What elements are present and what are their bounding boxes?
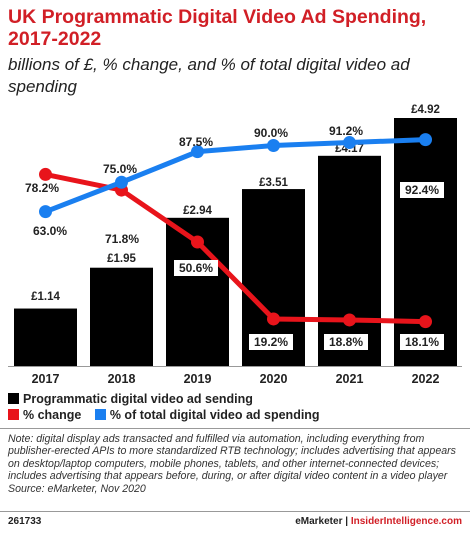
change-label-2018: 71.8% <box>105 232 139 246</box>
change-point-2019 <box>191 235 204 249</box>
bar-label-2019: £2.94 <box>183 205 212 217</box>
change-point-2021 <box>343 313 356 327</box>
share-label-2018: 75.0% <box>103 162 137 176</box>
legend-label-bars: Programmatic digital video ad sending <box>23 392 253 406</box>
share-point-2018 <box>115 175 128 189</box>
share-point-2017 <box>39 205 52 219</box>
share-point-2019 <box>191 145 204 159</box>
share-label-2017: 63.0% <box>33 224 67 238</box>
share-point-2021 <box>343 136 356 150</box>
legend-row-2: % change % of total digital video ad spe… <box>8 408 330 422</box>
bar-label-2020: £3.51 <box>259 177 288 189</box>
footer-brand: eMarketer | InsiderIntelligence.com <box>295 516 462 527</box>
bar-2018 <box>90 267 153 366</box>
chart-canvas: 2017 2018 2019 2020 2021 2022 £1.14 £1.95 £2.94 £… <box>8 104 462 386</box>
change-label-2019: 50.6% <box>179 261 213 275</box>
bar-label-2017: £1.14 <box>31 291 60 303</box>
change-point-2022 <box>419 315 432 329</box>
chart-id: 261733 <box>8 516 42 527</box>
brand-separator: | <box>345 516 349 527</box>
x-tick-2019: 2019 <box>184 372 212 386</box>
share-label-2021: 91.2% <box>329 124 363 138</box>
source-text: Source: eMarketer, Nov 2020 <box>8 482 146 495</box>
change-label-2019-bg <box>174 260 218 276</box>
x-tick-2021: 2021 <box>336 372 364 386</box>
x-tick-2017: 2017 <box>32 372 60 386</box>
x-tick-2018: 2018 <box>108 372 136 386</box>
change-label-2021: 18.8% <box>329 335 363 349</box>
divider-bottom <box>0 511 470 512</box>
legend-swatch-bars <box>8 393 19 404</box>
share-line <box>43 137 428 215</box>
share-point-2022 <box>419 133 432 147</box>
legend-row-1: Programmatic digital video ad sending <box>8 392 253 406</box>
change-point-2020 <box>267 312 280 326</box>
change-label-2022-bg <box>400 334 444 350</box>
note-text: Note: digital display ads transacted and… <box>8 433 456 483</box>
change-label-2020: 19.2% <box>254 335 288 349</box>
bar-label-2018: £1.95 <box>107 253 136 265</box>
bar-2022 <box>394 118 457 366</box>
bar-label-2022: £4.92 <box>411 104 440 116</box>
x-tick-2020: 2020 <box>260 372 288 386</box>
legend-label-change: % change <box>23 408 82 422</box>
share-point-2020 <box>267 139 280 152</box>
legend-swatch-share <box>94 409 106 420</box>
change-point-2017 <box>39 167 52 181</box>
change-label-2017: 78.2% <box>25 181 59 195</box>
footer: 261733 eMarketer | InsiderIntelligence.c… <box>8 516 462 527</box>
x-tick-2022: 2022 <box>412 372 440 386</box>
change-label-2021-bg <box>324 334 368 350</box>
chart-title: UK Programmatic Digital Video Ad Spendin… <box>8 6 427 50</box>
brand-insider: InsiderIntelligence.com <box>350 516 462 527</box>
legend-swatch-change <box>8 409 19 420</box>
divider-top <box>0 428 470 429</box>
brand-emarketer: eMarketer <box>295 516 343 527</box>
share-label-2022-bg <box>400 182 444 198</box>
legend-label-share: % of total digital video ad spending <box>109 408 320 422</box>
share-label-2019: 87.5% <box>179 135 213 149</box>
footnote: Note: digital display ads transacted and… <box>8 433 466 495</box>
change-label-2022: 18.1% <box>405 335 439 349</box>
share-label-2020: 90.0% <box>254 126 288 140</box>
bar-2021 <box>318 155 381 366</box>
chart-subtitle: billions of £, % change, and % of total … <box>8 55 410 96</box>
share-label-2022: 92.4% <box>405 183 439 197</box>
change-label-2020-bg <box>249 334 293 350</box>
bar-2017 <box>14 308 77 366</box>
